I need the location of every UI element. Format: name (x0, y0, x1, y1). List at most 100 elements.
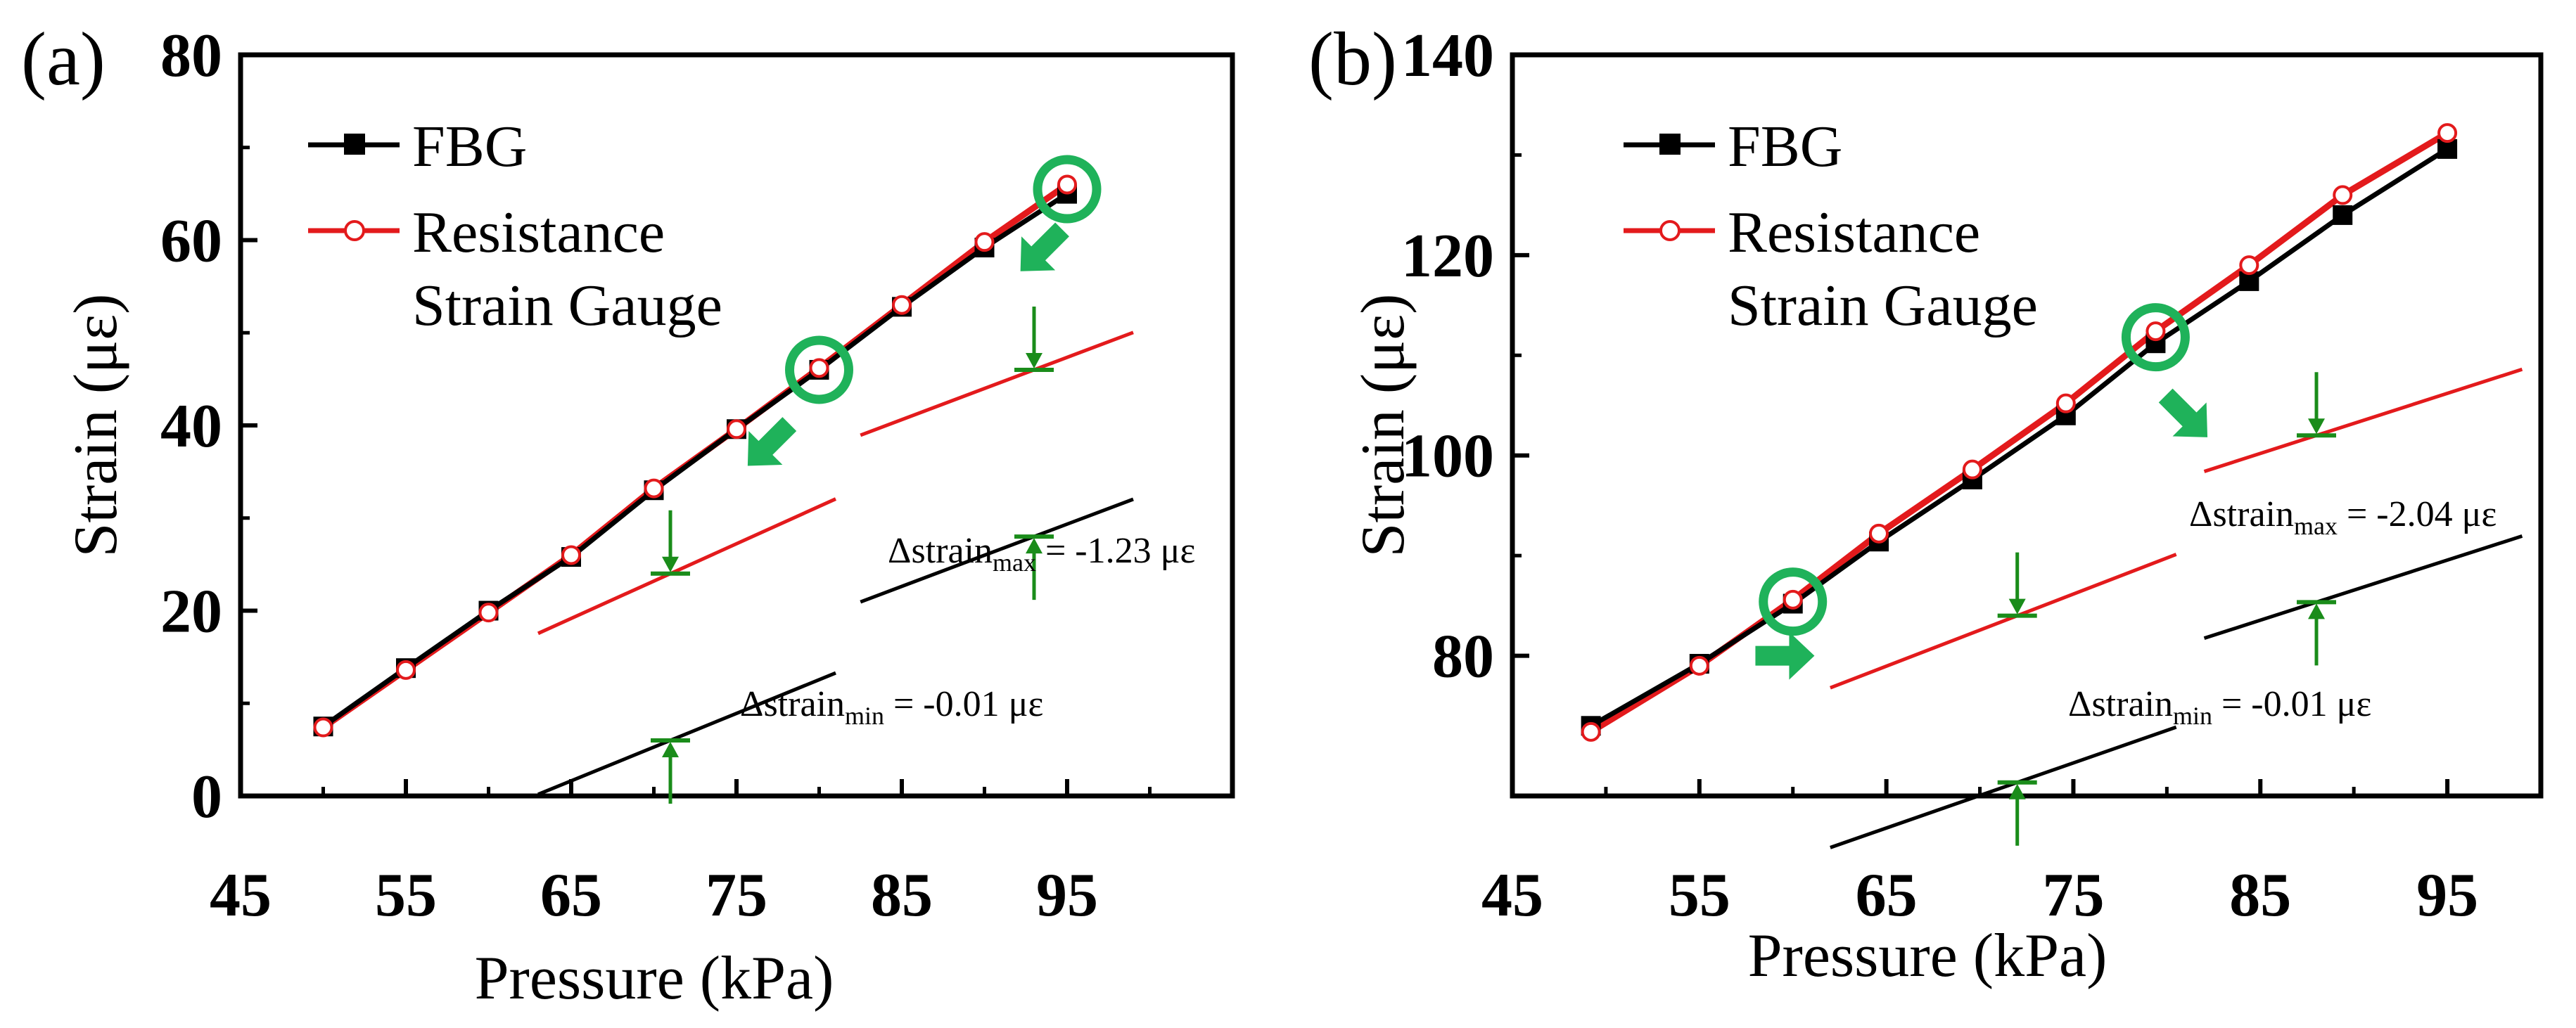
x-tick-label: 65 (540, 861, 602, 930)
delta-sub: min (2173, 702, 2212, 730)
inset-arrow-head (662, 556, 679, 572)
delta-value: = -2.04 με (2338, 494, 2497, 534)
chart-panel-b: (b) 45 55 65 75 85 95 80 100 120 140 Strain (με) Pre… (1308, 18, 2544, 990)
y-tick-label: 80 (160, 22, 222, 90)
delta-main: Δstrain (2189, 494, 2294, 534)
y-axis-title: Strain (με) (62, 294, 130, 558)
rsg-point (1581, 721, 1601, 742)
panel-label: (a) (21, 18, 106, 101)
fbg-series-line (1589, 146, 2449, 728)
inset-fbg-line (860, 497, 1134, 604)
x-tick-label: 95 (1036, 861, 1098, 930)
rsg-point (1057, 174, 1077, 195)
y-tick-label: 20 (160, 578, 222, 646)
rsg-point (1869, 523, 1889, 544)
fbg-point (2333, 205, 2353, 225)
rsg-point (809, 358, 829, 378)
x-tick-label: 95 (2416, 861, 2478, 930)
pointer-arrow (1755, 631, 1815, 680)
legend-rsg-label-line2: Strain Gauge (1728, 273, 2038, 338)
delta-annotation-max: Δstrainmax = -1.23 με (888, 531, 1195, 577)
inset-arrow-head (1026, 538, 1042, 554)
y-tick-label: 80 (1432, 623, 1494, 691)
inset-arrow-head (1026, 352, 1042, 368)
x-tick-label: 75 (2042, 861, 2104, 930)
pointer-arrow (1020, 222, 1069, 271)
inset-rsg-line (860, 330, 1134, 437)
rsg-point (727, 419, 746, 439)
x-tick-label: 55 (375, 861, 437, 930)
rsg-point (2239, 255, 2259, 276)
pointer-arrow (747, 417, 797, 466)
x-tick-label: 85 (2229, 861, 2291, 930)
delta-value: = -0.01 με (884, 684, 1043, 724)
y-tick-label: 120 (1401, 222, 1494, 290)
x-tick-label: 45 (1481, 861, 1543, 930)
rsg-point (2145, 321, 2166, 342)
inset-rsg-line (2203, 367, 2523, 473)
inset-arrow-head (2008, 598, 2026, 615)
legend-rsg-label-line1: Resistance (412, 200, 665, 265)
y-axis-title: Strain (με) (1349, 294, 1417, 558)
rsg-point (478, 603, 499, 623)
legend-fbg-label: FBG (1728, 114, 1842, 179)
rsg-point (396, 660, 416, 680)
pointer-arrow (2158, 388, 2208, 437)
delta-annotation-min: Δstrainmin = -0.01 με (740, 684, 1043, 730)
x-tick-label: 85 (871, 861, 933, 930)
rsg-point (1689, 655, 1709, 676)
inset-arrow-head (662, 741, 679, 757)
delta-sub: min (845, 702, 884, 730)
y-tick-label: 140 (1401, 22, 1494, 90)
delta-value: = -1.23 με (1036, 531, 1195, 571)
rsg-point (1783, 589, 1803, 610)
x-tick-label: 65 (1856, 861, 1918, 930)
x-tick-label: 45 (210, 861, 272, 930)
highlight-circle (1033, 155, 1102, 224)
fbg-series-line (321, 191, 1069, 729)
delta-main: Δstrain (2068, 684, 2173, 724)
legend-rsg-marker (344, 220, 365, 241)
highlight-circle (785, 335, 853, 404)
x-axis-title: Pressure (kPa) (1748, 922, 2108, 990)
legend-rsg-label-line1: Resistance (1728, 200, 1980, 265)
legend-fbg-marker (1659, 134, 1681, 155)
delta-sub: max (993, 548, 1036, 577)
rsg-point (974, 232, 995, 252)
rsg-point (2437, 123, 2458, 143)
rsg-point (644, 478, 664, 499)
inset-fbg-line (537, 671, 836, 796)
x-tick-label: 75 (706, 861, 767, 930)
rsg-point (2333, 185, 2353, 205)
legend-fbg-label: FBG (412, 114, 527, 179)
delta-sub: max (2294, 512, 2338, 540)
legend-rsg-marker (1659, 220, 1681, 241)
delta-annotation-min: Δstrainmin = -0.01 με (2068, 684, 2371, 730)
y-tick-label: 40 (160, 392, 222, 461)
x-tick-label: 55 (1669, 861, 1730, 930)
rsg-point (1962, 459, 1982, 480)
rsg-point (313, 717, 333, 738)
x-axis-title: Pressure (kPa) (475, 944, 834, 1013)
delta-main: Δstrain (888, 531, 993, 571)
delta-annotation-max: Δstrainmax = -2.04 με (2189, 494, 2497, 540)
y-tick-label: 60 (160, 207, 222, 276)
delta-value: = -0.01 με (2212, 684, 2371, 724)
legend-fbg-marker (344, 134, 365, 155)
rsg-point (892, 295, 912, 315)
legend-rsg-label-line2: Strain Gauge (412, 273, 722, 338)
y-tick-label: 100 (1401, 423, 1494, 491)
plot-frame (1510, 52, 2544, 799)
y-tick-label: 0 (191, 763, 222, 831)
inset-arrow-head (2008, 783, 2026, 799)
panel-label: (b) (1308, 18, 1397, 101)
chart-panel-a: (a) 45 55 65 75 85 95 0 20 40 60 80 Strain (με) Press… (21, 18, 1235, 1013)
rsg-point (2055, 393, 2076, 413)
inset-arrow-head (2308, 418, 2326, 435)
inset-fbg-line (1830, 725, 2177, 849)
inset-arrow-head (2308, 603, 2326, 619)
highlight-circle (1759, 567, 1828, 636)
highlight-circle (2121, 303, 2190, 372)
inset-rsg-line (537, 497, 837, 636)
